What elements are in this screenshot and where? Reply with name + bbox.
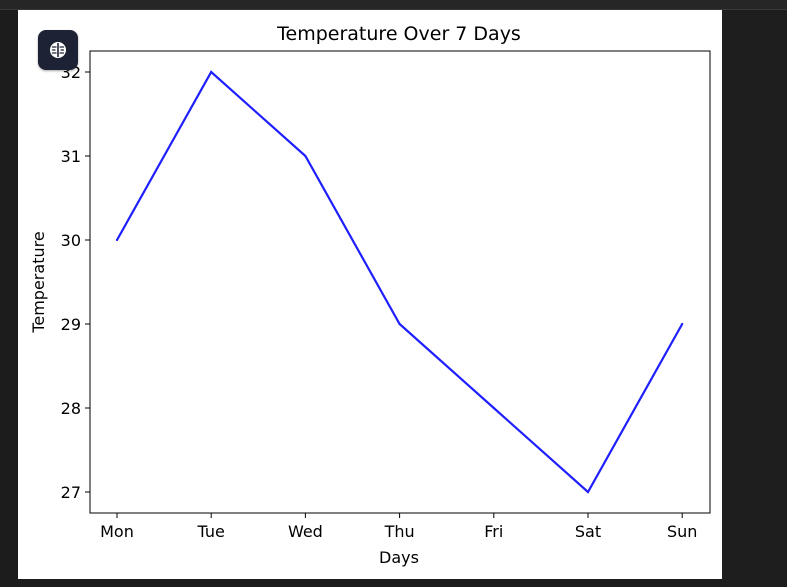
chart-title: Temperature Over 7 Days <box>276 23 521 45</box>
x-tick-label-sat: Sat <box>575 522 601 541</box>
series-line <box>116 70 684 494</box>
y-tick-label-28: 28 <box>61 399 81 418</box>
data-point-sat <box>586 490 590 494</box>
data-point-thu <box>398 322 401 326</box>
ai-assistant-button[interactable] <box>38 30 78 70</box>
data-point-fri <box>492 406 495 410</box>
brain-icon <box>48 40 68 60</box>
data-point-wed <box>304 154 307 158</box>
data-point-sun <box>681 322 684 326</box>
left-gutter <box>0 10 18 587</box>
y-tick-label-29: 29 <box>61 315 81 334</box>
bottom-gutter <box>18 579 722 587</box>
y-axis-label: Temperature <box>29 231 48 333</box>
x-tick-label-fri: Fri <box>484 522 503 541</box>
y-tick-label-30: 30 <box>61 231 81 250</box>
top-bar-divider <box>0 9 787 10</box>
x-tick-label-sun: Sun <box>667 522 697 541</box>
line-chart: Temperature Over 7 Days Mon Tue Wed Thu Fri S… <box>29 23 711 567</box>
y-tick-label-27: 27 <box>61 483 81 502</box>
x-tick-label-thu: Thu <box>384 522 415 541</box>
data-point-tue <box>210 70 213 74</box>
chart-figure: Temperature Over 7 Days Mon Tue Wed Thu Fri S… <box>18 10 722 579</box>
x-axis-label: Days <box>379 548 419 567</box>
x-tick-label-wed: Wed <box>288 522 323 541</box>
data-point-mon <box>115 238 119 242</box>
top-bar <box>0 0 787 10</box>
x-tick-label-tue: Tue <box>197 522 225 541</box>
right-gutter <box>722 10 787 587</box>
y-tick-label-31: 31 <box>61 147 81 166</box>
x-tick-label-mon: Mon <box>100 522 134 541</box>
